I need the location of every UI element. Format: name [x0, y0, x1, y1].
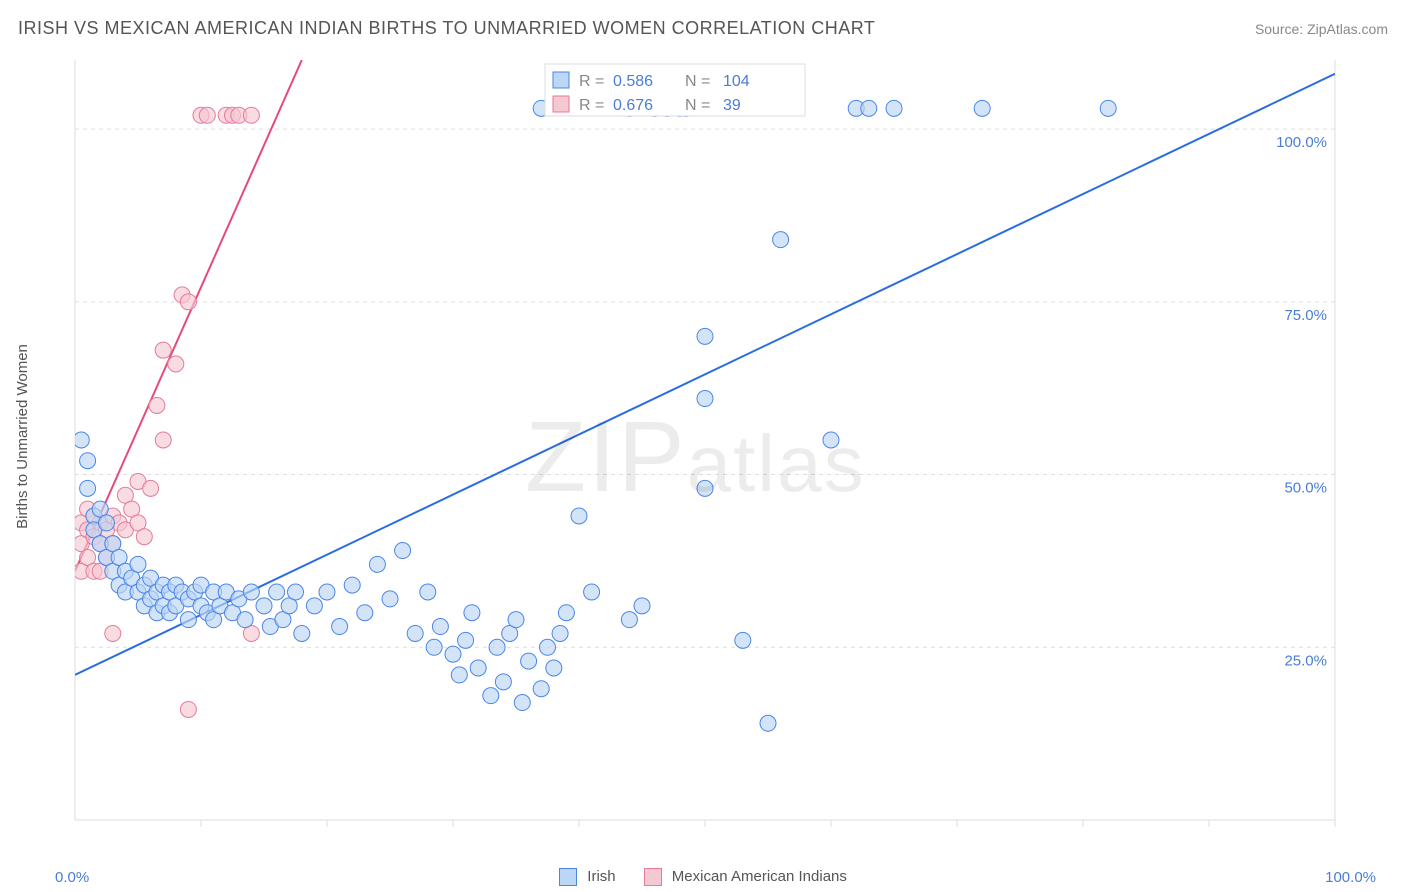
legend-item-mexican: Mexican American Indians: [644, 868, 847, 886]
legend-item-irish: Irish: [559, 868, 616, 886]
svg-text:25.0%: 25.0%: [1284, 652, 1327, 669]
svg-text:100.0%: 100.0%: [1276, 134, 1327, 151]
svg-text:R =: R =: [579, 97, 604, 114]
svg-text:39: 39: [723, 97, 741, 114]
svg-text:75.0%: 75.0%: [1284, 307, 1327, 324]
chart-source: Source: ZipAtlas.com: [1255, 21, 1388, 37]
chart-title: IRISH VS MEXICAN AMERICAN INDIAN BIRTHS …: [18, 18, 875, 39]
irish-swatch-icon: [559, 868, 577, 886]
chart-container: 25.0% 50.0% 75.0% 100.0% R = 0.586 N = 104 R =…: [45, 50, 1396, 862]
svg-text:50.0%: 50.0%: [1284, 480, 1327, 497]
svg-text:N =: N =: [685, 97, 710, 114]
x-axis-max-label: 100.0%: [1325, 869, 1376, 886]
mexican-swatch-icon: [644, 868, 662, 886]
legend-mexican-label: Mexican American Indians: [672, 868, 847, 885]
scatter-plot: 25.0% 50.0% 75.0% 100.0% R = 0.586 N = 104 R =…: [45, 50, 1395, 850]
svg-text:N =: N =: [685, 73, 710, 90]
svg-text:R =: R =: [579, 73, 604, 90]
svg-text:104: 104: [723, 73, 750, 90]
svg-text:0.676: 0.676: [613, 97, 653, 114]
svg-text:0.586: 0.586: [613, 73, 653, 90]
x-axis-min-label: 0.0%: [55, 869, 89, 886]
legend-bottom: Irish Mexican American Indians: [0, 868, 1406, 886]
legend-irish-label: Irish: [587, 868, 615, 885]
y-axis-label: Births to Unmarried Women: [14, 344, 31, 529]
